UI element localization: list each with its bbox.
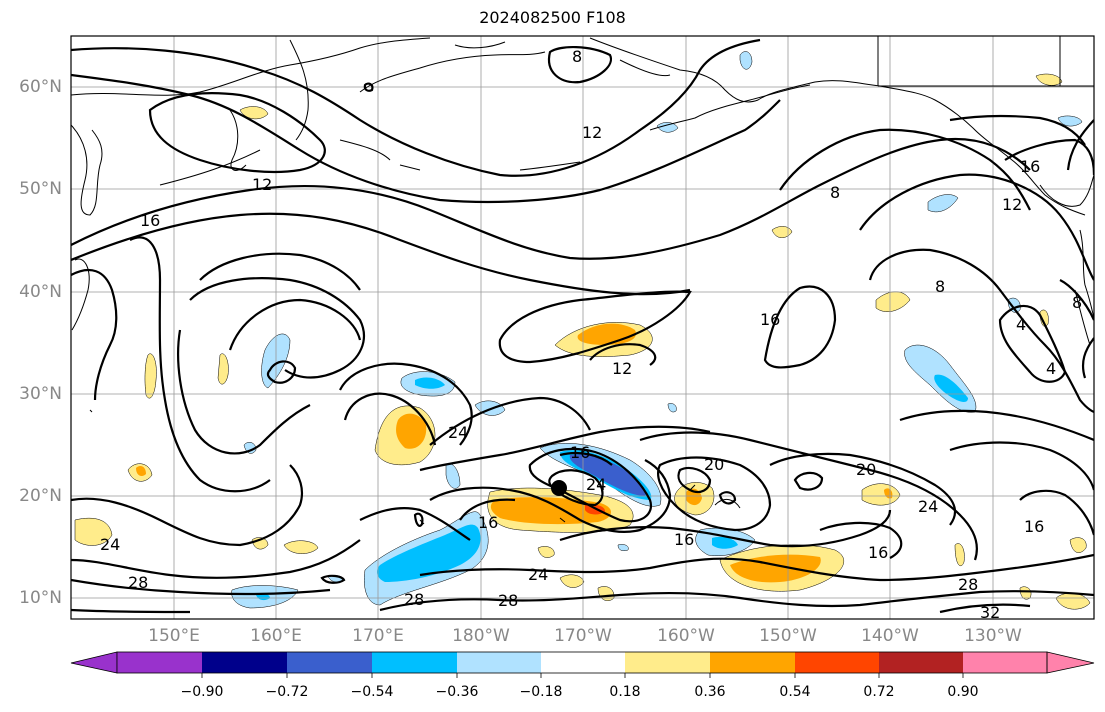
lat-tick-label: 20°N	[19, 486, 62, 506]
contour-label: 12	[1002, 195, 1022, 214]
lon-tick-label: 170°E	[352, 626, 404, 646]
colorbar-segment	[625, 652, 710, 673]
shaded-field-layer	[74, 51, 1091, 610]
contour-label: 24	[918, 497, 938, 516]
colorbar-tick-label: −0.18	[519, 684, 563, 700]
contour-label: 4	[1016, 315, 1026, 334]
contour-label: 28	[958, 575, 978, 594]
contour-label: 12	[612, 359, 632, 378]
graticule	[71, 36, 1094, 619]
colorbar	[70, 651, 1095, 678]
contour-label: 24	[100, 535, 120, 554]
contour-label: 16	[1020, 157, 1040, 176]
colorbar-tick-label: 0.36	[694, 684, 726, 700]
lon-tick-label: 180°W	[452, 626, 510, 646]
colorbar-segment	[457, 652, 541, 673]
lat-tick-label: 10°N	[19, 588, 62, 608]
colorbar-extend-max	[1046, 651, 1095, 674]
contour-label: 16	[570, 443, 590, 462]
contour-label: 8	[935, 277, 945, 296]
contour-label: 16	[760, 310, 780, 329]
lon-tick-label: 150°W	[759, 626, 817, 646]
colorbar-segment	[372, 652, 457, 673]
colorbar-tick-label: −0.54	[350, 684, 394, 700]
colorbar-segment	[117, 652, 202, 673]
storm-center-marker	[551, 480, 567, 496]
map-frame	[70, 35, 1095, 620]
contour-label: 24	[448, 423, 468, 442]
contour-label: 8	[830, 183, 840, 202]
contour-label: 16	[1024, 517, 1044, 536]
contour-label: 28	[128, 573, 148, 592]
lon-tick-label: 170°W	[554, 626, 612, 646]
contour-label: 12	[252, 175, 272, 194]
colorbar-tick-label: 0.90	[947, 684, 979, 700]
lat-tick-label: 60°N	[19, 77, 62, 97]
contour-label: 8	[572, 47, 582, 66]
colorbar-segment	[202, 652, 287, 673]
colorbar-segment	[541, 652, 625, 673]
contour-label: 20	[856, 460, 876, 479]
contour-label-group: 8 12 12 16 8 16 12 8 16 12 8 4 4 24 16 2…	[100, 47, 1082, 622]
colorbar-segment	[963, 652, 1047, 673]
contour-label: 16	[674, 530, 694, 549]
contour-label: 24	[586, 475, 606, 494]
colorbar-tick-label: 0.54	[779, 684, 811, 700]
lon-tick-label: 150°E	[148, 626, 200, 646]
colorbar-tick-label: −0.36	[435, 684, 479, 700]
contour-label: 16	[140, 211, 160, 230]
colorbar-tick-label: 0.18	[609, 684, 641, 700]
contour-label: 28	[404, 590, 424, 609]
colorbar-segment	[879, 652, 963, 673]
contour-label: 20	[704, 455, 724, 474]
contour-label: 24	[528, 565, 548, 584]
contour-label: 4	[1046, 359, 1056, 378]
contour-label: 28	[498, 591, 518, 610]
colorbar-tick-label: −0.90	[180, 684, 224, 700]
contour-label: 16	[478, 513, 498, 532]
contour-lines	[71, 38, 1094, 614]
colorbar-extend-min	[70, 651, 118, 674]
lon-tick-label: 130°W	[964, 626, 1022, 646]
colorbar-segment	[710, 652, 795, 673]
lon-tick-label: 160°W	[657, 626, 715, 646]
lat-tick-label: 40°N	[19, 282, 62, 302]
contour-label: 8	[1072, 293, 1082, 312]
colorbar-tick-label: 0.72	[863, 684, 895, 700]
lon-tick-label: 160°E	[250, 626, 302, 646]
colorbar-segment	[287, 652, 372, 673]
lon-tick-label: 140°W	[861, 626, 919, 646]
contour-label: 32	[980, 603, 1000, 622]
contour-label: 12	[582, 123, 602, 142]
colorbar-segment	[795, 652, 879, 673]
colorbar-tick-label: −0.72	[265, 684, 309, 700]
lat-tick-label: 30°N	[19, 384, 62, 404]
lat-tick-label: 50°N	[19, 179, 62, 199]
contour-label: 16	[868, 543, 888, 562]
map-title: 2024082500 F108	[479, 8, 626, 27]
